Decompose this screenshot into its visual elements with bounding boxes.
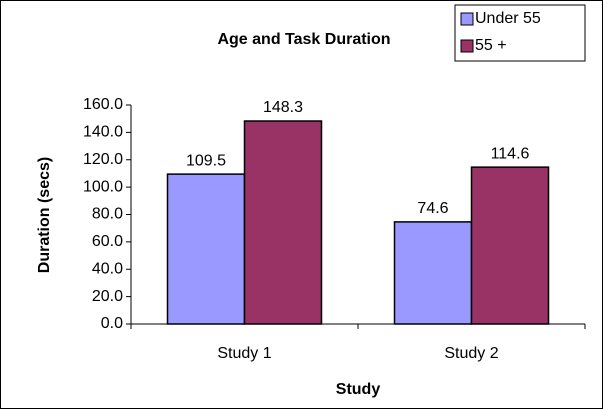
legend-swatch xyxy=(460,12,474,26)
legend-swatch xyxy=(460,39,474,53)
data-label: 109.5 xyxy=(186,152,226,169)
bar xyxy=(470,166,550,325)
data-label: 74.6 xyxy=(417,200,448,217)
y-tick-label: 40.0 xyxy=(92,260,123,277)
x-tick-label: Study 1 xyxy=(217,345,271,362)
y-tick-label: 60.0 xyxy=(92,233,123,250)
y-tick-label: 100.0 xyxy=(83,178,123,195)
x-axis-label: Study xyxy=(336,381,381,398)
y-tick-label: 160.0 xyxy=(83,96,123,113)
bar xyxy=(166,173,246,325)
y-tick-label: 20.0 xyxy=(92,288,123,305)
chart-title: Age and Task Duration xyxy=(217,31,390,48)
y-tick-label: 140.0 xyxy=(83,124,123,141)
y-axis-label: Duration (secs) xyxy=(36,157,53,273)
bar xyxy=(243,120,323,325)
data-label: 148.3 xyxy=(263,99,303,116)
legend-box xyxy=(454,4,586,62)
bar xyxy=(393,221,473,325)
y-tick-label: 0.0 xyxy=(101,315,123,332)
y-tick-label: 80.0 xyxy=(92,206,123,223)
legend-label: Under 55 xyxy=(475,10,541,27)
x-tick-label: Study 2 xyxy=(444,345,498,362)
legend-label: 55 + xyxy=(475,37,507,54)
y-tick-label: 120.0 xyxy=(83,151,123,168)
data-label: 114.6 xyxy=(491,145,530,162)
